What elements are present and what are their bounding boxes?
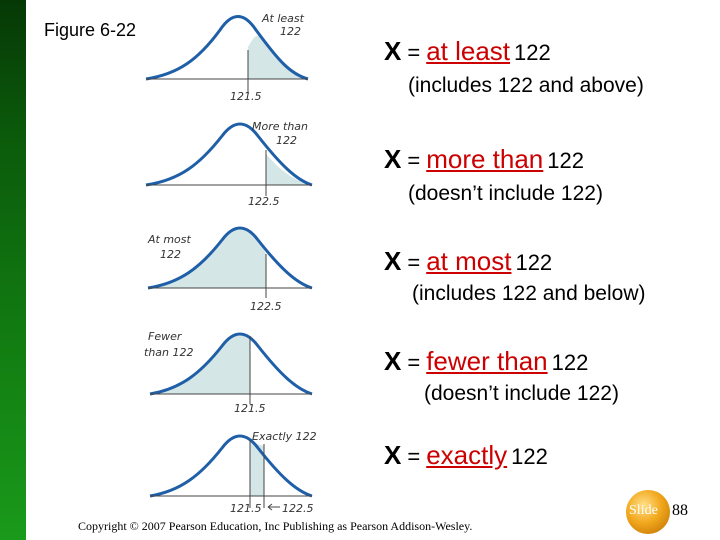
statement-at-least: X = at least 122 <box>384 36 551 67</box>
curve-panel-at-most: At most 122 122.5 <box>147 226 313 313</box>
phrase: fewer than <box>426 346 548 376</box>
left-green-bar <box>0 0 26 540</box>
slide-badge-icon <box>626 490 670 534</box>
equals-sign: = <box>407 40 421 65</box>
slide-word: Slide <box>629 503 658 518</box>
shaded-region <box>150 333 250 394</box>
note-at-least: (includes 122 and above) <box>408 74 644 97</box>
curve-label-line1: At least <box>261 12 305 25</box>
axis-tick-label: 121.5 <box>230 90 262 103</box>
axis-tick-label: 122.5 <box>250 300 282 313</box>
value: 122 <box>551 350 589 375</box>
variable-x: X <box>384 144 402 174</box>
shaded-region <box>250 442 264 496</box>
curve-panel-fewer-than: Fewer than 122 121.5 <box>144 330 313 415</box>
note-more-than: (doesn’t include 122) <box>408 182 603 205</box>
variable-x: X <box>384 36 402 66</box>
copyright-notice: Copyright © 2007 Pearson Education, Inc … <box>78 519 473 533</box>
variable-x: X <box>384 440 402 470</box>
bell-curve <box>145 122 313 187</box>
curve-label-line2: than 122 <box>144 346 194 359</box>
variable-x: X <box>384 346 402 376</box>
curve-label-line2: 122 <box>276 134 297 147</box>
equals-sign: = <box>407 250 421 275</box>
value: 122 <box>515 250 553 275</box>
slide-number: 88 <box>672 502 688 519</box>
equals-sign: = <box>407 350 421 375</box>
equals-sign: = <box>407 444 421 469</box>
bell-curve <box>149 434 313 498</box>
pointer-arrow <box>267 503 280 511</box>
axis-tick-label: 122.5 <box>248 195 280 208</box>
curve-panel-at-least: At least 122 121.5 <box>145 12 309 103</box>
value: 122 <box>547 148 584 173</box>
bell-curve <box>147 226 313 290</box>
curve-label-line1: Fewer <box>148 330 183 343</box>
note-at-most: (includes 122 and below) <box>412 282 646 305</box>
variable-x: X <box>384 246 402 276</box>
shaded-region <box>248 35 308 79</box>
shaded-region <box>266 154 312 185</box>
axis-tick-label-right: 122.5 <box>282 502 314 515</box>
axis-tick-label-left: 121.5 <box>230 502 262 515</box>
bell-curve <box>149 332 313 396</box>
note-fewer-than: (doesn’t include 122) <box>424 382 619 405</box>
curve-panel-more-than: More than 122 122.5 <box>145 120 313 208</box>
value: 122 <box>514 40 551 65</box>
statement-exactly: X = exactly 122 <box>384 440 548 471</box>
axis-tick-label: 121.5 <box>234 402 266 415</box>
statement-at-most: X = at most 122 <box>384 246 552 277</box>
phrase: at least <box>426 36 511 66</box>
phrase: more than <box>426 144 544 174</box>
curve-label-line1: More than <box>252 120 308 133</box>
phrase: at most <box>426 246 512 276</box>
value: 122 <box>511 444 548 469</box>
curve-label: Exactly 122 <box>252 430 317 443</box>
statement-more-than: X = more than 122 <box>384 144 584 175</box>
curve-label-line2: 122 <box>280 25 301 38</box>
statement-fewer-than: X = fewer than 122 <box>384 346 588 377</box>
equals-sign: = <box>407 148 421 173</box>
figure-label: Figure 6-22 <box>44 20 137 40</box>
curve-label-line1: At most <box>147 233 192 246</box>
bell-curve <box>145 15 309 81</box>
phrase: exactly <box>426 440 508 470</box>
curve-label-line2: 122 <box>160 248 181 261</box>
curve-panel-exactly: Exactly 122 121.5 122.5 <box>149 430 317 515</box>
